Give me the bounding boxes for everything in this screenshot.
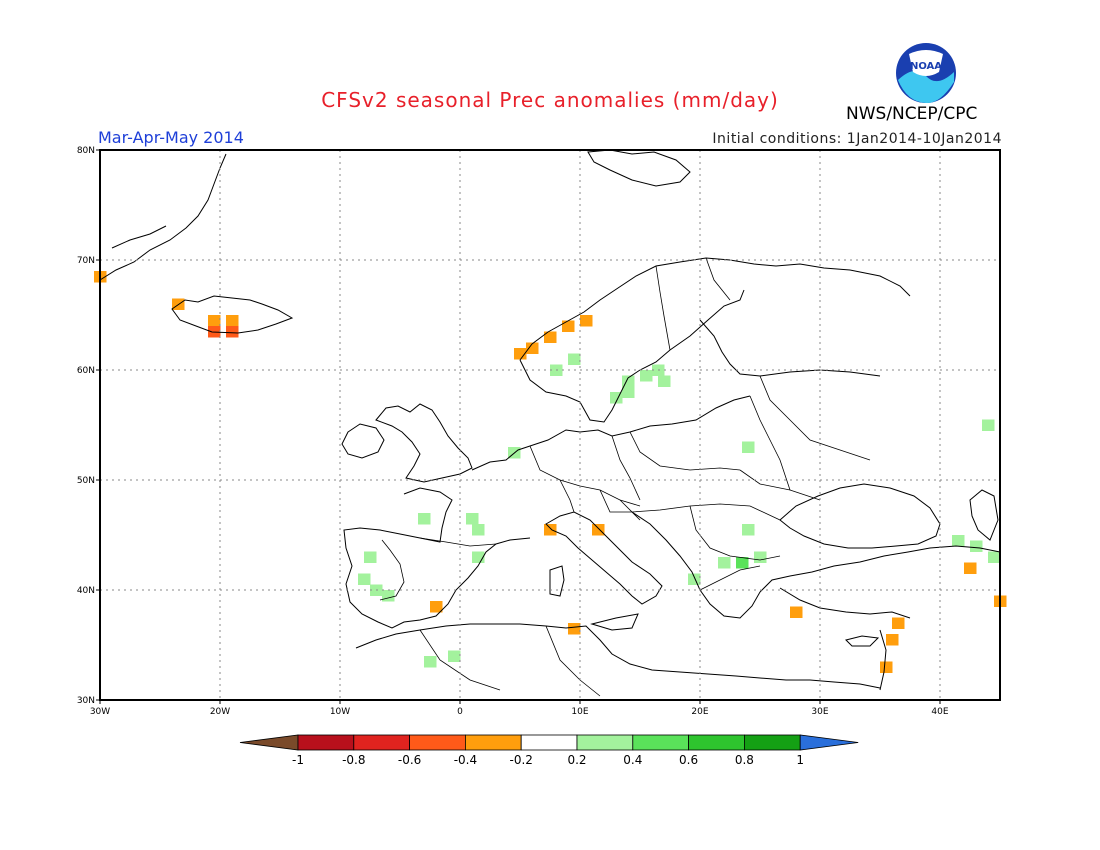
anomaly-cell (472, 551, 485, 563)
legend-label: 0.6 (679, 753, 698, 767)
anomaly-cell (568, 623, 581, 635)
lon-tick-label: 10E (571, 707, 588, 717)
anomaly-cell (736, 557, 749, 569)
legend-arrow-high (799, 734, 859, 751)
anomaly-cell (364, 551, 377, 563)
lon-tick-label: 30E (811, 707, 828, 717)
legend-label: -0.6 (398, 753, 421, 767)
anomaly-cell (424, 656, 437, 668)
legend-label: -1 (292, 753, 304, 767)
lon-tick-label: 0 (457, 707, 463, 717)
latitude-ticks: 80N 70N 60N 50N 40N 30N (77, 146, 100, 706)
lon-tick-label: 40E (931, 707, 948, 717)
legend-swatch (576, 734, 634, 751)
lon-tick-label: 20E (691, 707, 708, 717)
lon-tick-label: 10W (330, 707, 350, 717)
anomaly-cell (742, 441, 755, 453)
lat-tick-label: 40N (77, 586, 95, 596)
anomaly-cell (886, 634, 899, 646)
anomaly-cell (640, 370, 653, 382)
anomaly-cell (718, 557, 731, 569)
anomaly-cell (742, 524, 755, 536)
legend-swatch (353, 734, 410, 751)
legend-swatch (688, 734, 745, 751)
anomaly-cell (568, 353, 581, 365)
season-label: Mar-Apr-May 2014 (98, 128, 244, 147)
map-title: CFSv2 seasonal Prec anomalies (mm/day) (321, 88, 779, 112)
legend-swatch (297, 734, 355, 751)
anomaly-cell (226, 326, 239, 338)
legend-swatch (409, 734, 466, 751)
anomaly-cell (970, 540, 983, 552)
anomaly-cell (562, 320, 575, 332)
legend-label: 0.2 (567, 753, 586, 767)
anomaly-cell (892, 617, 905, 629)
anomaly-cell (658, 375, 671, 387)
anomaly-cell (610, 392, 623, 404)
anomaly-cell (622, 375, 635, 387)
anomaly-cell (430, 601, 443, 613)
lat-tick-label: 80N (77, 146, 95, 156)
anomaly-cell (448, 650, 461, 662)
graticule (100, 150, 1000, 700)
initial-conditions-label: Initial conditions: 1Jan2014-10Jan2014 (712, 131, 1002, 147)
anomaly-cell (982, 419, 995, 431)
legend-label: -0.4 (454, 753, 477, 767)
anomaly-cell (880, 661, 893, 673)
lat-tick-label: 30N (77, 696, 95, 706)
anomaly-cell (592, 524, 605, 536)
map-frame (99, 149, 1001, 701)
anomaly-cell (952, 535, 965, 547)
legend-swatch (632, 734, 689, 751)
logo-text: NOAA (910, 61, 942, 72)
anomaly-cell (580, 315, 593, 327)
lat-tick-label: 70N (77, 256, 95, 266)
agency-label: NWS/NCEP/CPC (846, 104, 978, 124)
noaa-logo-icon: NOAA (896, 43, 956, 104)
lon-tick-label: 30W (90, 707, 110, 717)
anomaly-cell (514, 348, 527, 360)
legend-label: 1 (796, 753, 804, 767)
anomaly-cell (790, 606, 803, 618)
anomaly-cell (472, 524, 485, 536)
legend-label: 0.4 (623, 753, 642, 767)
legend-arrow-low (239, 734, 299, 751)
country-borders (379, 257, 871, 697)
anomaly-cell (526, 342, 539, 354)
anomaly-cell (544, 524, 557, 536)
legend-swatch (520, 734, 578, 751)
lon-tick-label: 20W (210, 707, 230, 717)
coastlines (99, 149, 1001, 691)
anomaly-cell (622, 386, 635, 398)
legend-label: -0.8 (342, 753, 365, 767)
anomaly-cell (988, 551, 1001, 563)
legend-swatch (744, 734, 801, 751)
anomaly-cell (208, 315, 221, 327)
anomaly-cell (466, 513, 479, 525)
legend-label: 0.8 (735, 753, 754, 767)
anomaly-cell (418, 513, 431, 525)
anomaly-cell (754, 551, 767, 563)
lat-tick-label: 60N (77, 366, 95, 376)
longitude-ticks: 30W 20W 10W 0 10E 20E 30E 40E (90, 700, 949, 717)
anomaly-cell (226, 315, 239, 327)
anomaly-cell (964, 562, 977, 574)
anomaly-cell (382, 590, 395, 602)
lat-tick-label: 50N (77, 476, 95, 486)
legend-swatch (464, 734, 522, 751)
anomaly-cell (544, 331, 557, 343)
anomaly-cell (358, 573, 371, 585)
legend-label: -0.2 (509, 753, 532, 767)
anomaly-cell (688, 573, 701, 585)
